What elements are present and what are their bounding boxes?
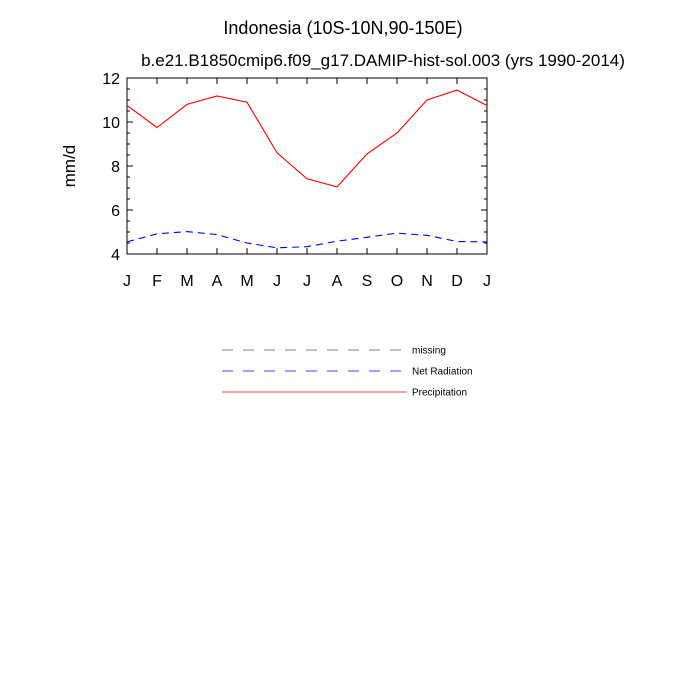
x-tick-label: A bbox=[212, 273, 223, 290]
y-tick-label: 8 bbox=[111, 159, 120, 176]
x-tick-label: F bbox=[152, 273, 162, 290]
y-tick-label: 12 bbox=[102, 71, 120, 88]
y-axis-label: mm/d bbox=[60, 145, 79, 188]
chart-title: Indonesia (10S-10N,90-150E) bbox=[223, 18, 462, 38]
series-layer bbox=[126, 89, 488, 249]
x-tick-label: A bbox=[332, 273, 343, 290]
legend-label-net-radiation: Net Radiation bbox=[412, 367, 473, 378]
x-tick-label: N bbox=[421, 273, 433, 290]
x-tick-label: J bbox=[303, 273, 311, 290]
legend-label-missing: missing bbox=[412, 346, 446, 357]
chart-subtitle: b.e21.B1850cmip6.f09_g17.DAMIP-hist-sol.… bbox=[141, 51, 625, 70]
series-precipitation bbox=[126, 89, 488, 188]
legend-label-precipitation: Precipitation bbox=[412, 388, 467, 399]
x-tick-label: J bbox=[483, 273, 491, 290]
x-tick-label: J bbox=[273, 273, 281, 290]
series-net-radiation bbox=[126, 231, 488, 249]
plot-frame bbox=[126, 77, 488, 255]
legend: missing Net Radiation Precipitation bbox=[222, 346, 473, 399]
y-tick-label: 10 bbox=[102, 115, 120, 132]
y-tick-label: 6 bbox=[111, 203, 120, 220]
x-tick-label: J bbox=[123, 273, 131, 290]
x-tick-label: M bbox=[180, 273, 193, 290]
y-tick-label: 4 bbox=[111, 247, 120, 264]
x-tick-label: O bbox=[391, 273, 403, 290]
x-tick-label: M bbox=[240, 273, 253, 290]
x-tick-label: S bbox=[362, 273, 373, 290]
x-tick-label: D bbox=[451, 273, 463, 290]
